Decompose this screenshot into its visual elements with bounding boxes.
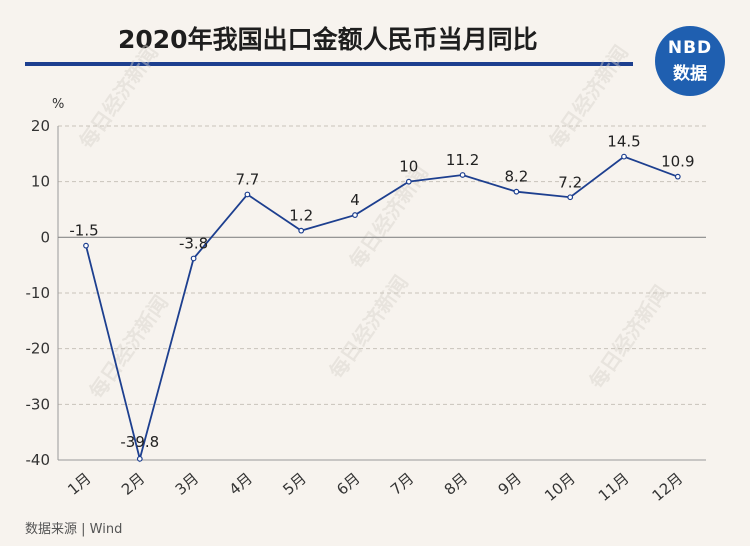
x-tick-label: 6月 [333, 469, 363, 499]
data-label: 7.7 [235, 170, 259, 188]
x-tick-label: 4月 [226, 469, 256, 499]
x-tick-label: 1月 [64, 469, 94, 499]
data-label: 11.2 [446, 151, 479, 169]
x-tick-label: 3月 [172, 469, 202, 499]
x-tick-label: 12月 [649, 469, 687, 505]
x-tick-label: 2月 [118, 469, 148, 499]
data-label: 10 [399, 158, 418, 176]
x-tick-label: 10月 [541, 469, 579, 505]
data-point [298, 227, 305, 234]
y-tick-label: 0 [40, 228, 50, 246]
data-point [190, 255, 197, 262]
chart-title: 2020年我国出口金额人民币当月同比 [118, 25, 538, 54]
data-label: -39.8 [120, 433, 159, 451]
data-label: 8.2 [504, 168, 528, 186]
y-tick-label: -10 [26, 284, 51, 302]
watermark-text: 每日经济新闻 [344, 161, 432, 273]
data-point [405, 178, 412, 185]
data-label: 1.2 [289, 207, 313, 225]
x-tick-label: 11月 [595, 469, 633, 505]
logo-text-nbd: NBD [667, 38, 713, 58]
data-point [621, 153, 627, 160]
y-tick-label: 10 [31, 173, 50, 191]
data-label: 10.9 [661, 153, 694, 171]
y-tick-label: -20 [26, 340, 51, 358]
data-point [459, 172, 466, 178]
data-label: -3.8 [179, 234, 208, 252]
y-tick-label: 20 [31, 117, 50, 135]
data-label: 14.5 [607, 133, 640, 151]
x-tick-label: 5月 [279, 469, 309, 499]
data-point [136, 455, 143, 462]
title-underline [25, 62, 633, 66]
nbd-logo: NBD 数据 [655, 26, 725, 96]
y-tick-label: -30 [26, 395, 51, 413]
x-tick-label: 8月 [441, 469, 471, 499]
series-line [85, 155, 679, 463]
data-point [567, 194, 574, 201]
data-point [83, 242, 89, 249]
data-source: 数据来源 | Wind [25, 522, 123, 537]
x-tick-label: 9月 [495, 469, 525, 499]
data-label: -1.5 [69, 222, 98, 240]
data-label: 4 [350, 191, 360, 209]
data-point [674, 173, 681, 180]
data-point [513, 188, 520, 195]
watermark-text: 每日经济新闻 [324, 271, 412, 383]
y-tick-label: -40 [26, 451, 51, 469]
data-point [244, 191, 251, 198]
data-label: 7.2 [558, 173, 582, 191]
data-point [352, 212, 358, 218]
x-tick-label: 7月 [387, 469, 417, 499]
y-axis-unit: % [52, 97, 64, 112]
watermark-text: 每日经济新闻 [584, 281, 672, 393]
watermark-text: 每日经济新闻 [74, 41, 162, 153]
logo-text-data: 数据 [673, 64, 707, 84]
